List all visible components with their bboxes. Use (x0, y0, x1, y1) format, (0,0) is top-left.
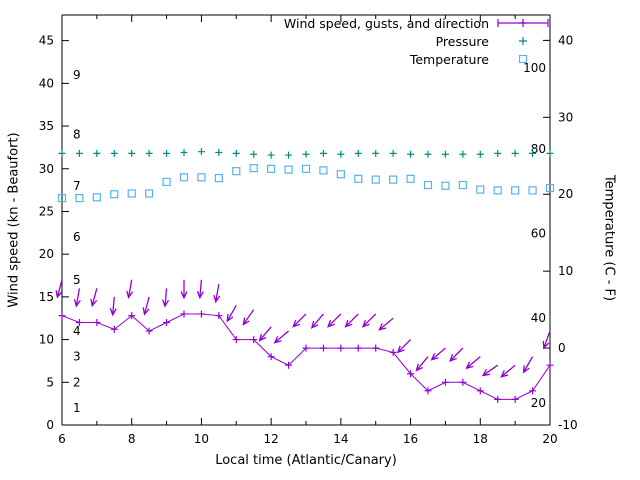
svg-text:30: 30 (558, 110, 573, 124)
svg-text:0: 0 (46, 418, 54, 432)
svg-text:80: 80 (531, 142, 546, 156)
svg-text:8: 8 (128, 432, 136, 446)
fahrenheit-scale-labels: 20 40 60 80 100 (523, 61, 546, 410)
svg-text:20: 20 (542, 432, 557, 446)
svg-text:6: 6 (58, 432, 66, 446)
svg-text:18: 18 (473, 432, 488, 446)
svg-text:4: 4 (73, 324, 81, 338)
y-axis-left: 0 5 10 15 20 25 30 35 40 45 (39, 34, 69, 432)
svg-text:5: 5 (73, 273, 81, 287)
legend-label-temperature: Temperature (409, 51, 489, 67)
svg-text:10: 10 (39, 333, 54, 347)
legend-item-pressure: Pressure (284, 32, 549, 50)
series-wind (58, 310, 554, 403)
svg-text:7: 7 (73, 179, 81, 193)
svg-text:15: 15 (39, 290, 54, 304)
svg-text:45: 45 (39, 34, 54, 48)
svg-text:40: 40 (39, 76, 54, 90)
svg-text:2: 2 (73, 375, 81, 389)
beaufort-scale-labels: 1 2 3 4 5 6 7 8 9 (73, 68, 81, 415)
legend-label-pressure: Pressure (435, 33, 489, 49)
svg-text:14: 14 (333, 432, 348, 446)
svg-text:6: 6 (73, 230, 81, 244)
svg-text:5: 5 (46, 375, 54, 389)
svg-text:40: 40 (531, 311, 546, 325)
legend-label-wind: Wind speed, gusts, and direction (283, 15, 489, 31)
legend-item-temperature: Temperature (284, 50, 549, 68)
svg-text:20: 20 (558, 187, 573, 201)
svg-text:1: 1 (73, 401, 81, 415)
plot-border (61, 14, 551, 426)
svg-text:10: 10 (558, 264, 573, 278)
svg-text:3: 3 (73, 350, 81, 364)
svg-text:30: 30 (39, 162, 54, 176)
svg-text:40: 40 (558, 33, 573, 47)
svg-text:25: 25 (39, 204, 54, 218)
legend-sample-temperature (518, 54, 528, 64)
legend-sample-wind (497, 19, 549, 27)
chart-legend: Wind speed, gusts, and direction Pressur… (284, 14, 549, 68)
series-temperature (57, 163, 555, 203)
right-axis-title: Temperature (C - F) (601, 174, 617, 302)
svg-text:100: 100 (523, 61, 546, 75)
left-axis-title: Wind speed (kn - Beaufort) (6, 132, 22, 308)
x-axis: 6 8 10 12 14 16 18 20 (58, 15, 558, 446)
series-pressure (58, 148, 554, 159)
legend-sample-pressure (519, 37, 527, 45)
svg-text:8: 8 (73, 128, 81, 142)
svg-text:9: 9 (73, 68, 81, 82)
x-axis-title: Local time (Atlantic/Canary) (215, 453, 397, 468)
svg-text:16: 16 (403, 432, 418, 446)
legend-item-wind: Wind speed, gusts, and direction (284, 14, 549, 32)
y-axis-right: -10 0 10 20 30 40 (543, 33, 578, 432)
svg-text:-10: -10 (558, 418, 578, 432)
series-gusts-direction (55, 279, 551, 378)
svg-text:10: 10 (194, 432, 209, 446)
svg-text:60: 60 (531, 227, 546, 241)
svg-text:0: 0 (558, 341, 566, 355)
svg-text:12: 12 (264, 432, 279, 446)
svg-text:35: 35 (39, 119, 54, 133)
svg-text:20: 20 (531, 396, 546, 410)
svg-text:20: 20 (39, 247, 54, 261)
